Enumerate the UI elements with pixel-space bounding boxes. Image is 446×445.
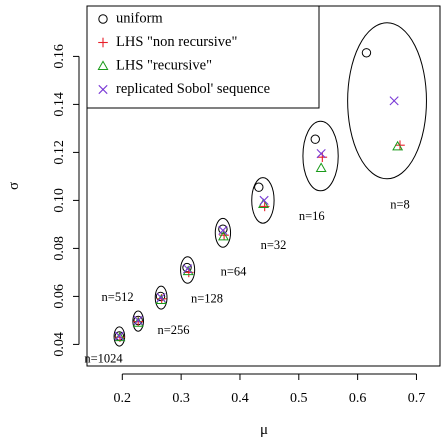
data-point-triangle [315, 162, 327, 172]
data-point-x [114, 331, 124, 341]
data-point-triangle [218, 230, 229, 241]
data-point-circle [254, 182, 264, 192]
group-ellipse [180, 256, 196, 284]
data-point-x [316, 149, 326, 159]
data-point-plus [317, 152, 328, 162]
y-axis-title: σ [6, 182, 22, 190]
data-point-x [156, 293, 166, 303]
data-point-circle [182, 262, 192, 273]
group-ellipses: n=8 n=16 n=32 n=64 n=128 n=256 n=512 n=1024 [84, 22, 427, 365]
data-point-x [183, 264, 193, 274]
y-tick-label: 0.06 [52, 284, 67, 309]
legend-label: LHS "non recursive" [116, 34, 237, 50]
legend-label: uniform [116, 10, 163, 26]
data-point-triangle [392, 140, 404, 151]
y-tick-label: 0.16 [52, 44, 67, 69]
legend: uniform LHS "non recursive" LHS "recursive… [86, 5, 320, 109]
group-label: n=16 [299, 209, 325, 223]
group-label: n=1024 [84, 351, 123, 365]
group-label: n=8 [390, 198, 410, 212]
group-label: n=128 [191, 291, 223, 305]
x-axis: 0.2 0.3 0.4 0.5 0.6 0.7 [114, 373, 426, 406]
legend-marker-circle [98, 14, 108, 24]
group-ellipse [113, 326, 126, 347]
data-point-x [218, 225, 228, 235]
legend-label: replicated Sobol' sequence [116, 81, 270, 97]
group-label: n=32 [261, 238, 287, 252]
y-tick-label: 0.14 [52, 92, 67, 117]
group-ellipse [302, 120, 339, 192]
group-ellipse [154, 285, 168, 310]
data-point-triangle [114, 331, 126, 342]
x-tick-label: 0.5 [290, 391, 308, 406]
legend-marker-x [98, 84, 108, 95]
data-point-x [389, 96, 399, 106]
group-ellipse [347, 22, 427, 180]
y-axis: 0.04 0.06 0.08 0.10 0.12 0.14 0.16 [52, 44, 80, 357]
group-label: n=512 [102, 290, 134, 304]
y-tick-label: 0.08 [52, 236, 67, 261]
data-points [114, 48, 405, 342]
y-tick-label: 0.10 [52, 188, 67, 213]
group-ellipse [132, 310, 144, 332]
legend-marker-plus [98, 37, 108, 48]
legend-box [86, 5, 320, 109]
y-tick-label: 0.04 [52, 332, 67, 357]
x-tick-label: 0.2 [114, 391, 132, 406]
group-label: n=256 [157, 323, 189, 337]
data-point-circle [310, 134, 320, 144]
y-tick-label: 0.12 [52, 140, 67, 165]
x-tick-label: 0.4 [231, 391, 249, 406]
x-tick-label: 0.3 [172, 391, 190, 406]
data-point-x [133, 315, 143, 325]
x-tick-label: 0.7 [408, 391, 426, 406]
group-label: n=64 [221, 264, 248, 278]
data-point-circle [361, 48, 372, 58]
legend-label: LHS "recursive" [116, 57, 212, 73]
data-point-circle [155, 291, 166, 302]
group-ellipse [251, 177, 275, 224]
group-ellipse [214, 217, 232, 248]
legend-marker-triangle [97, 60, 109, 70]
x-tick-label: 0.6 [349, 391, 367, 406]
data-point-x [259, 195, 269, 205]
x-axis-title: μ [260, 422, 268, 438]
